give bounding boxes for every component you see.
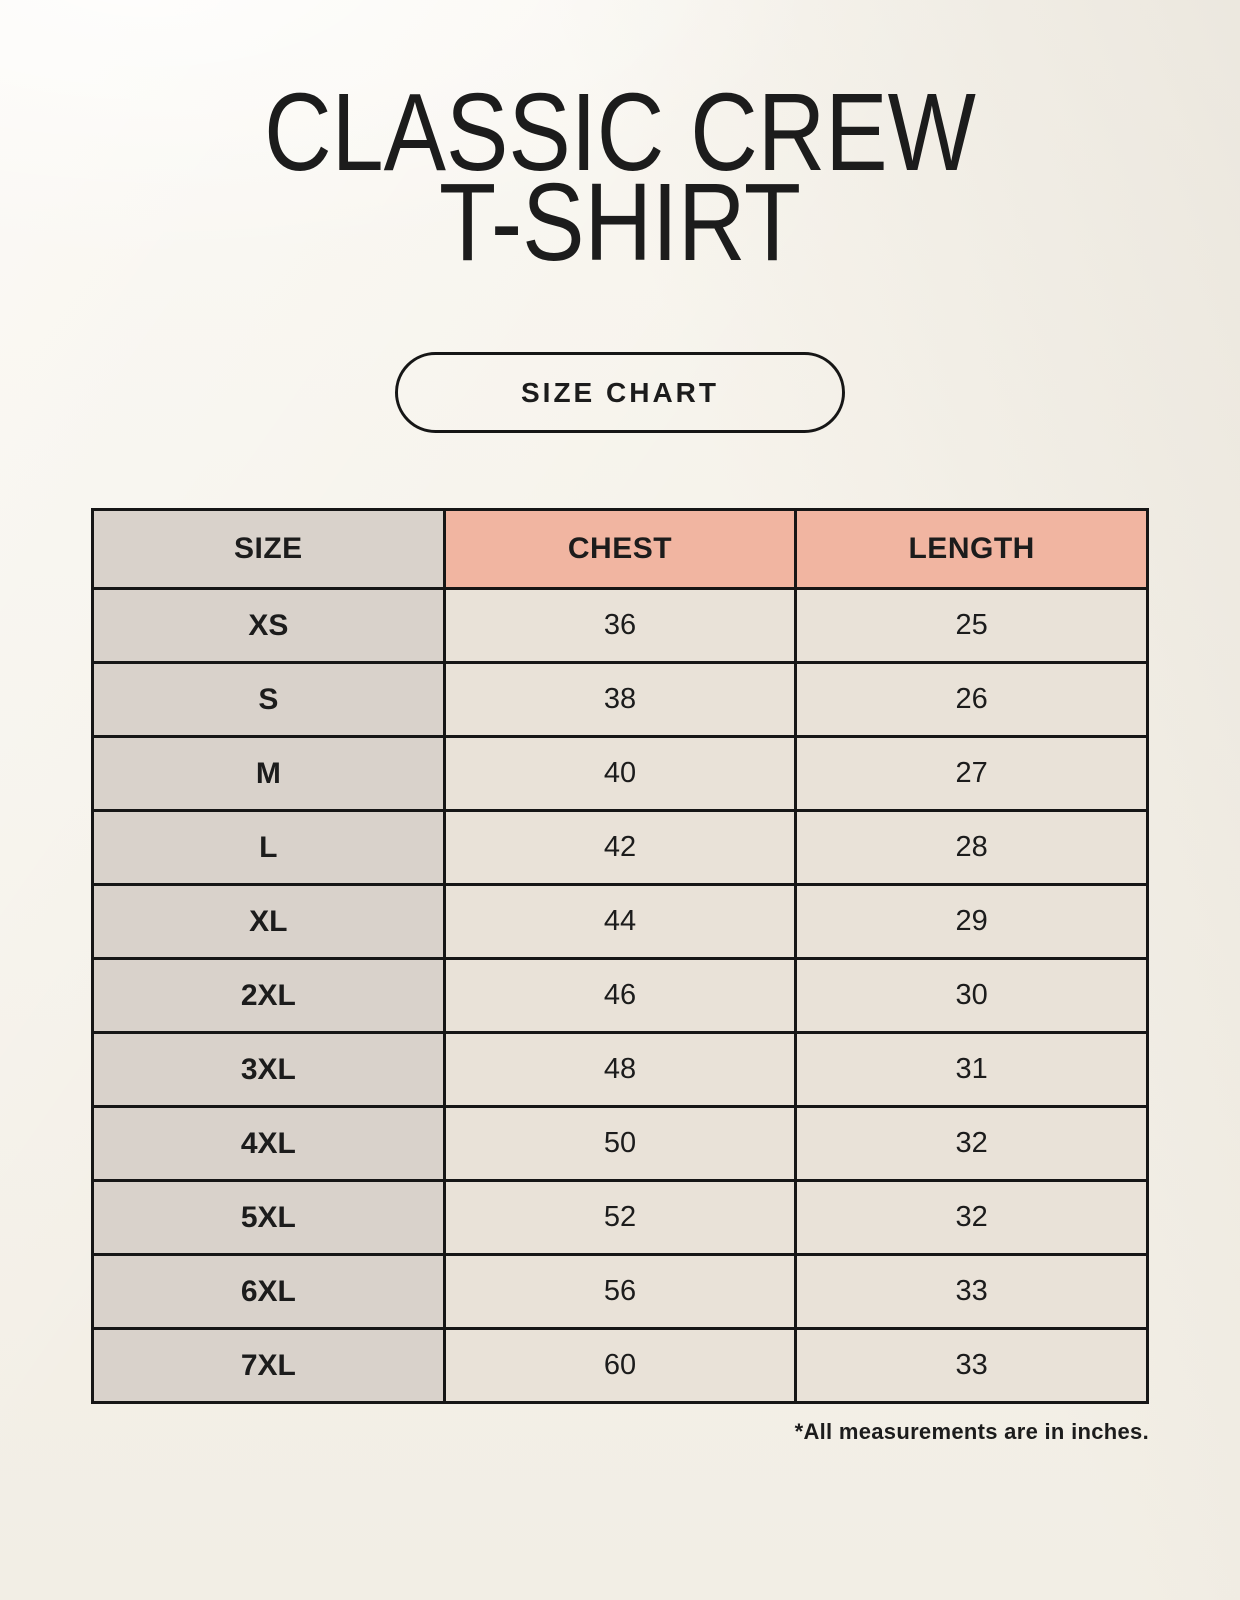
chest-cell: 42 <box>442 809 798 887</box>
size-cell: 7XL <box>91 1327 446 1405</box>
chest-cell: 40 <box>442 735 798 813</box>
measurements-footnote: *All measurements are in inches. <box>794 1419 1149 1445</box>
chest-cell: 56 <box>442 1253 798 1331</box>
length-cell: 33 <box>794 1327 1149 1405</box>
table-row-xl: XL 44 29 <box>91 883 1149 961</box>
table-row-xs: XS 36 25 <box>91 587 1149 665</box>
length-cell: 33 <box>794 1253 1149 1331</box>
chest-cell: 38 <box>442 661 798 739</box>
size-cell: 3XL <box>91 1031 446 1109</box>
table-row-4xl: 4XL 50 32 <box>91 1105 1149 1183</box>
length-cell: 25 <box>794 587 1149 665</box>
column-header-chest: CHEST <box>442 508 798 591</box>
size-cell: S <box>91 661 446 739</box>
table-row-3xl: 3XL 48 31 <box>91 1031 1149 1109</box>
length-cell: 29 <box>794 883 1149 961</box>
size-chart-table: SIZE CHEST LENGTH XS 36 25 S 38 26 M 40 … <box>91 508 1149 1405</box>
chest-cell: 46 <box>442 957 798 1035</box>
size-cell: XS <box>91 587 446 665</box>
column-header-length: LENGTH <box>794 508 1149 591</box>
table-row-6xl: 6XL 56 33 <box>91 1253 1149 1331</box>
size-cell: M <box>91 735 446 813</box>
length-cell: 32 <box>794 1179 1149 1257</box>
chest-cell: 36 <box>442 587 798 665</box>
size-cell: 2XL <box>91 957 446 1035</box>
size-cell: XL <box>91 883 446 961</box>
length-cell: 30 <box>794 957 1149 1035</box>
size-chart-button[interactable]: SIZE CHART <box>395 352 845 434</box>
length-cell: 28 <box>794 809 1149 887</box>
page-title-line2: T-SHIRT <box>439 161 801 285</box>
size-chart-button-label: SIZE CHART <box>521 376 719 408</box>
length-cell: 31 <box>794 1031 1149 1109</box>
table-row-l: L 42 28 <box>91 809 1149 887</box>
table-row-5xl: 5XL 52 32 <box>91 1179 1149 1257</box>
table-row-7xl: 7XL 60 33 <box>91 1327 1149 1405</box>
size-cell: 5XL <box>91 1179 446 1257</box>
size-cell: L <box>91 809 446 887</box>
chest-cell: 50 <box>442 1105 798 1183</box>
length-cell: 26 <box>794 661 1149 739</box>
size-cell: 4XL <box>91 1105 446 1183</box>
page-title: CLASSIC CREW T-SHIRT <box>93 78 1147 278</box>
table-row-s: S 38 26 <box>91 661 1149 739</box>
chest-cell: 48 <box>442 1031 798 1109</box>
page-title-line1: CLASSIC CREW <box>264 71 976 194</box>
chest-cell: 60 <box>442 1327 798 1405</box>
table-row-m: M 40 27 <box>91 735 1149 813</box>
table-row-2xl: 2XL 46 30 <box>91 957 1149 1035</box>
chest-cell: 44 <box>442 883 798 961</box>
column-header-size: SIZE <box>91 508 446 591</box>
length-cell: 27 <box>794 735 1149 813</box>
chest-cell: 52 <box>442 1179 798 1257</box>
size-cell: 6XL <box>91 1253 446 1331</box>
length-cell: 32 <box>794 1105 1149 1183</box>
table-header-row: SIZE CHEST LENGTH <box>91 508 1149 591</box>
